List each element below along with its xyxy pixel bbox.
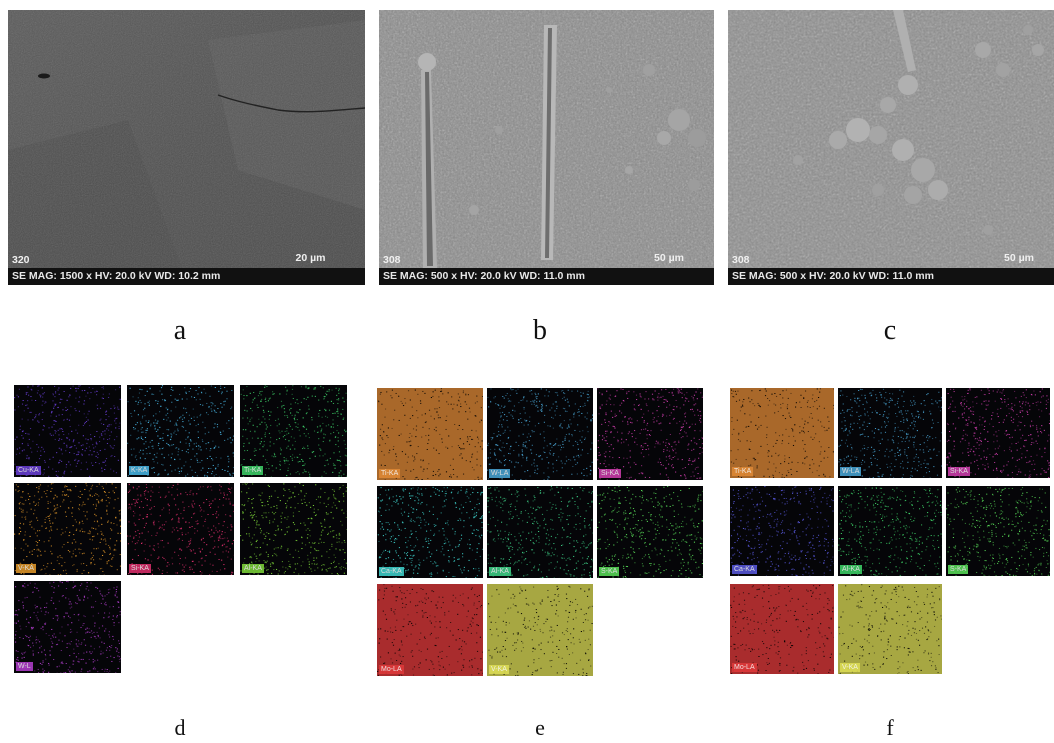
eds-map-label: W-LA — [489, 469, 511, 478]
eds-map-texture — [597, 486, 703, 578]
eds-map-label: Si-KA — [599, 469, 621, 478]
eds-map-texture — [240, 483, 347, 575]
scale-label-b: 50 µm — [654, 252, 684, 264]
eds-map-k-ka: K-KA — [127, 385, 234, 477]
scale-label-c: 50 µm — [1004, 252, 1034, 264]
eds-map-label: Al-KA — [242, 564, 264, 573]
eds-map-al-ka: Al-KA — [240, 483, 347, 575]
sem-image-a: 320 20 µm SE MAG: 1500 x HV: 20.0 kV WD:… — [8, 10, 365, 285]
eds-map-label: S-KA — [948, 565, 969, 574]
eds-map-v-ka: V-KA — [838, 584, 942, 674]
eds-map-label: V-KA — [489, 665, 509, 674]
eds-map-label: Ti-KA — [242, 466, 264, 475]
scale-label-a: 20 µm — [295, 252, 326, 264]
eds-map-texture — [838, 486, 942, 576]
eds-map-label: W-LA — [840, 467, 862, 476]
eds-map-ti-ka: Ti-KA — [730, 388, 834, 478]
sem-id-b: 308 — [383, 254, 401, 266]
sem-info-bar-a: SE MAG: 1500 x HV: 20.0 kV WD: 10.2 mm — [8, 268, 365, 285]
eds-map-cu-ka: Cu-KA — [14, 385, 121, 477]
eds-map-texture — [730, 584, 834, 674]
eds-map-mo-la: Mo-LA — [730, 584, 834, 674]
eds-map-label: Ca-KA — [732, 565, 757, 574]
eds-map-label: Si-KA — [129, 564, 151, 573]
eds-map-texture — [127, 385, 234, 477]
sem-image-b: 308 50 µm SE MAG: 500 x HV: 20.0 kV WD: … — [379, 10, 714, 285]
eds-map-label: Mo-LA — [379, 665, 404, 674]
eds-map-ti-ka: Ti-KA — [240, 385, 347, 477]
eds-map-label: V-KA — [840, 663, 860, 672]
eds-map-texture — [14, 581, 121, 673]
eds-map-label: Ti-KA — [732, 467, 754, 476]
eds-map-label: V-KA — [16, 564, 36, 573]
sem-info-bar-c: SE MAG: 500 x HV: 20.0 kV WD: 11.0 mm — [728, 268, 1054, 285]
sem-texture-a — [8, 10, 365, 285]
eds-map-texture — [487, 486, 593, 578]
eds-map-texture — [377, 584, 483, 676]
eds-map-w-la: W-LA — [838, 388, 942, 478]
eds-map-label: K-KA — [129, 466, 150, 475]
eds-map-al-ka: Al-KA — [487, 486, 593, 578]
eds-map-texture — [377, 486, 483, 578]
caption-c: c — [883, 315, 897, 346]
sem-info-bar-b: SE MAG: 500 x HV: 20.0 kV WD: 11.0 mm — [379, 268, 714, 285]
eds-map-texture — [838, 388, 942, 478]
caption-a: a — [173, 315, 187, 346]
eds-map-label: Al-KA — [489, 567, 511, 576]
caption-d: d — [174, 715, 186, 740]
eds-map-ti-ka: Ti-KA — [377, 388, 483, 480]
eds-map-texture — [14, 385, 121, 477]
eds-map-texture — [730, 486, 834, 576]
caption-f: f — [886, 715, 894, 740]
caption-b: b — [533, 315, 547, 346]
eds-map-texture — [377, 388, 483, 480]
eds-map-texture — [838, 584, 942, 674]
sem-texture-c — [728, 10, 1054, 285]
eds-map-label: Al-KA — [840, 565, 862, 574]
eds-map-label: S-KA — [599, 567, 620, 576]
eds-map-al-ka: Al-KA — [838, 486, 942, 576]
eds-map-ca-ka: Ca-KA — [377, 486, 483, 578]
eds-map-ca-ka: Ca-KA — [730, 486, 834, 576]
eds-map-texture — [14, 483, 121, 575]
eds-map-texture — [946, 388, 1050, 478]
eds-map-label: Mo-LA — [732, 663, 757, 672]
eds-map-texture — [240, 385, 347, 477]
eds-map-si-ka: Si-KA — [946, 388, 1050, 478]
eds-map-label: Si-KA — [948, 467, 970, 476]
sem-image-c: 308 50 µm SE MAG: 500 x HV: 20.0 kV WD: … — [728, 10, 1054, 285]
eds-map-texture — [487, 584, 593, 676]
eds-map-si-ka: Si-KA — [127, 483, 234, 575]
sem-id-a: 320 — [12, 254, 30, 266]
eds-map-mo-la: Mo-LA — [377, 584, 483, 676]
caption-e: e — [535, 715, 545, 740]
eds-map-s-ka: S-KA — [946, 486, 1050, 576]
eds-map-w-la: W-LA — [487, 388, 593, 480]
eds-map-label: Cu-KA — [16, 466, 41, 475]
eds-map-texture — [946, 487, 1050, 576]
eds-map-v-ka: V-KA — [487, 584, 593, 676]
eds-map-label: W-L — [16, 662, 33, 671]
eds-map-si-ka: Si-KA — [597, 388, 703, 480]
eds-map-label: Ti-KA — [379, 469, 401, 478]
eds-map-texture — [487, 388, 593, 480]
eds-map-w-l: W-L — [14, 581, 121, 673]
eds-map-s-ka: S-KA — [597, 486, 703, 578]
eds-map-texture — [127, 483, 234, 575]
eds-map-texture — [730, 388, 834, 478]
eds-map-label: Ca-KA — [379, 567, 404, 576]
sem-texture-b — [379, 10, 714, 285]
eds-map-v-ka: V-KA — [14, 483, 121, 575]
sem-id-c: 308 — [732, 254, 750, 266]
eds-map-texture — [597, 388, 703, 480]
